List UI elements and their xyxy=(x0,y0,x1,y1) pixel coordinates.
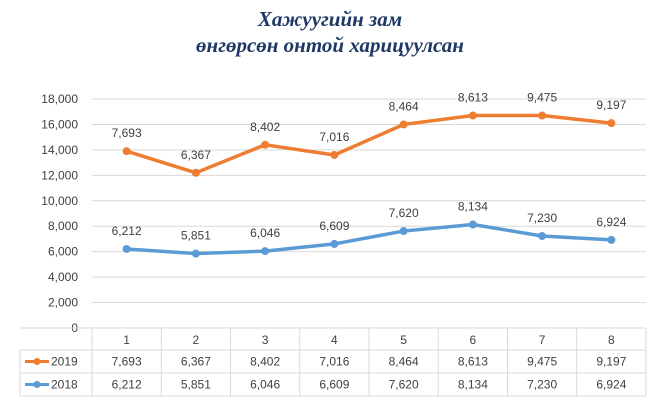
table-cell: 6,212 xyxy=(112,378,142,392)
table-cell: 8,134 xyxy=(458,378,488,392)
series-layer: 7,693 6,367 8,402 7,016 8,464 8,613 9,475 9,197… xyxy=(112,91,627,258)
y-tick-label: 4,000 xyxy=(48,270,78,284)
data-point-2019 xyxy=(330,150,339,159)
data-label-2019: 9,475 xyxy=(527,91,557,105)
legend-label-2019: 2019 xyxy=(51,355,78,369)
chart-title: Хажуугийн зам өнгөрсөн онтой харицуулсан xyxy=(196,7,464,57)
y-axis-ticks: 02,0004,0006,0008,00010,00012,00014,0001… xyxy=(41,92,78,335)
table-cell: 7,620 xyxy=(389,378,419,392)
data-label-2019: 9,197 xyxy=(596,98,626,112)
table-cell: 6,367 xyxy=(181,355,211,369)
y-tick-label: 14,000 xyxy=(41,143,78,157)
table-cell: 7,230 xyxy=(527,378,557,392)
legend-label-2018: 2018 xyxy=(51,378,78,392)
table-cell: 6,924 xyxy=(596,378,626,392)
table-cell: 6,609 xyxy=(319,378,349,392)
data-point-2018 xyxy=(122,244,131,253)
data-label-2018: 6,609 xyxy=(319,219,349,233)
y-tick-label: 8,000 xyxy=(48,219,78,233)
x-category-label: 7 xyxy=(539,333,546,347)
data-point-2018 xyxy=(468,220,477,229)
data-label-2018: 5,851 xyxy=(181,229,211,243)
x-category-label: 5 xyxy=(400,333,407,347)
series-line-2019 xyxy=(124,113,614,175)
y-tick-label: 6,000 xyxy=(48,245,78,259)
data-point-2019 xyxy=(538,111,547,120)
data-label-2018: 6,924 xyxy=(596,215,626,229)
data-label-2019: 8,464 xyxy=(389,99,419,113)
chart-title-line-1: Хажуугийн зам xyxy=(257,7,402,31)
x-category-label: 6 xyxy=(470,333,477,347)
legend-marker-2018 xyxy=(33,381,41,388)
data-label-2018: 6,046 xyxy=(250,226,280,240)
data-point-2019 xyxy=(122,147,131,156)
data-point-2019 xyxy=(261,140,270,149)
y-tick-label: 18,000 xyxy=(41,92,78,106)
chart-title-line-2: өнгөрсөн онтой харицуулсан xyxy=(196,33,464,57)
table-cell: 5,851 xyxy=(181,378,211,392)
data-label-2019: 7,016 xyxy=(319,130,349,144)
x-category-label: 2 xyxy=(193,333,200,347)
data-point-2019 xyxy=(399,120,408,129)
y-tick-label: 10,000 xyxy=(41,194,78,208)
y-tick-label: 2,000 xyxy=(48,296,78,310)
data-label-2018: 6,212 xyxy=(112,224,142,238)
table-cell: 8,402 xyxy=(250,355,280,369)
data-point-2018 xyxy=(607,235,616,244)
table-cell: 7,016 xyxy=(319,355,349,369)
table-cell: 8,613 xyxy=(458,355,488,369)
data-label-2018: 7,230 xyxy=(527,211,557,225)
table-cell: 8,464 xyxy=(389,355,419,369)
x-category-label: 1 xyxy=(123,333,130,347)
x-category-label: 8 xyxy=(608,333,615,347)
table-cell: 9,197 xyxy=(596,355,626,369)
data-label-2018: 8,134 xyxy=(458,200,488,214)
x-category-label: 4 xyxy=(331,333,338,347)
gridlines xyxy=(92,98,646,329)
legend-marker-2019 xyxy=(33,358,41,365)
data-point-2018 xyxy=(261,247,270,256)
table-cell: 9,475 xyxy=(527,355,557,369)
series-line-2018 xyxy=(124,222,614,256)
data-table: 1 2 3 4 5 6 7 8 2019 7,693 6,367 8,402 7,016 8,464 8,6… xyxy=(19,327,647,397)
data-point-2018 xyxy=(330,239,339,248)
data-point-2018 xyxy=(399,227,408,236)
data-label-2019: 8,613 xyxy=(458,91,488,105)
data-point-2018 xyxy=(191,249,200,258)
table-cell: 7,693 xyxy=(112,355,142,369)
data-label-2018: 7,620 xyxy=(389,206,419,220)
data-point-2019 xyxy=(468,111,477,120)
table-cell: 6,046 xyxy=(250,378,280,392)
data-point-2018 xyxy=(538,232,547,241)
x-category-label: 3 xyxy=(262,333,269,347)
data-label-2019: 8,402 xyxy=(250,120,280,134)
y-tick-label: 16,000 xyxy=(41,117,78,131)
data-point-2019 xyxy=(607,119,616,128)
data-label-2019: 7,693 xyxy=(112,126,142,140)
y-tick-label: 12,000 xyxy=(41,168,78,182)
data-label-2019: 6,367 xyxy=(181,148,211,162)
data-point-2019 xyxy=(191,168,200,177)
